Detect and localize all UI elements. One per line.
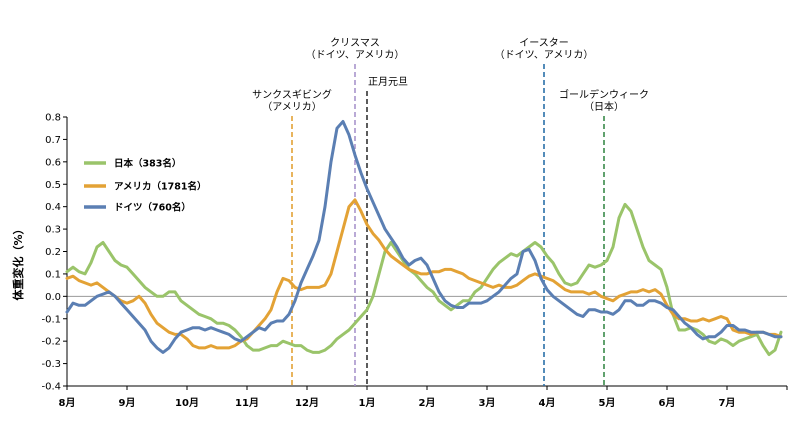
series-line (65, 198, 783, 350)
event-label: （ドイツ、アメリカ） (306, 49, 405, 61)
event-label: イースター (519, 37, 569, 49)
event-label: （アメリカ） (262, 101, 322, 113)
x-tick-label: 8月 (59, 397, 76, 409)
legend-label: ドイツ（760名） (114, 202, 191, 214)
x-tick-label: 1月 (359, 397, 376, 409)
series-line (65, 120, 783, 354)
axes: -0.4 -0.3 -0.2 -0.1 0.0 0.1 0.2 0.3 0.4 0.5 0.6 0.7… (41, 113, 788, 409)
y-tick-label: 0.2 (45, 247, 61, 258)
x-tick-label: 7月 (719, 397, 736, 409)
x-tick-label: 2月 (419, 397, 436, 409)
y-tick-label: -0.2 (41, 337, 61, 348)
y-tick-label: -0.1 (41, 314, 61, 325)
x-tick-label: 10月 (175, 397, 199, 409)
data-series (65, 120, 783, 357)
x-tick-label: 12月 (295, 397, 319, 409)
y-tick-label: 0.4 (45, 202, 61, 213)
y-axis-label: 体重変化（%） (11, 223, 25, 300)
event-label: ゴールデンウィーク (559, 88, 649, 101)
event-label: （日本） (584, 100, 624, 113)
event-label: クリスマス (330, 37, 380, 49)
x-tick-label: 4月 (539, 397, 556, 409)
y-tick-label: 0.3 (45, 225, 61, 236)
y-tick-label: 0.5 (45, 180, 61, 191)
event-label: （ドイツ、アメリカ） (495, 49, 594, 61)
legend-label: 日本（383名） (114, 158, 181, 170)
x-tick-label: 5月 (599, 397, 616, 409)
x-tick-label: 3月 (479, 397, 496, 409)
y-tick-label: 0.0 (45, 292, 61, 303)
y-tick-label: 0.8 (45, 113, 61, 124)
y-tick-label: 0.7 (45, 135, 61, 146)
y-tick-label: 0.1 (45, 269, 61, 280)
legend: 日本（383名） アメリカ（1781名） ドイツ（760名） (84, 158, 206, 214)
series-line (65, 202, 783, 357)
event-label: サンクスギビング (252, 88, 332, 101)
x-tick-label: 6月 (659, 397, 676, 409)
y-tick-label: -0.3 (41, 359, 61, 370)
event-markers: サンクスギビング（アメリカ）クリスマス（ドイツ、アメリカ）正月元旦イースター（ド… (252, 37, 649, 386)
legend-label: アメリカ（1781名） (114, 181, 206, 193)
y-tick-label: -0.4 (41, 382, 61, 393)
x-tick-label: 11月 (235, 397, 259, 409)
y-tick-label: 0.6 (45, 157, 61, 168)
x-tick-label: 9月 (119, 397, 136, 409)
event-label: 正月元旦 (368, 76, 408, 88)
